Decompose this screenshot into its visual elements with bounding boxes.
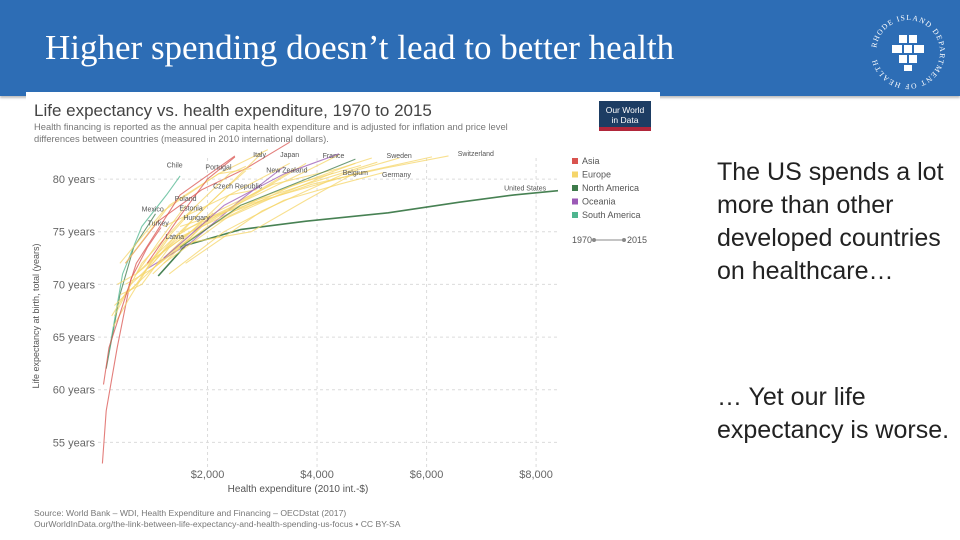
country-label: France	[323, 153, 345, 160]
series-line	[114, 205, 198, 306]
chart-subtitle-line-2: differences between countries (measured …	[34, 133, 329, 144]
chart-panel: Life expectancy vs. health expenditure, …	[26, 92, 660, 534]
chart-title: Life expectancy vs. health expenditure, …	[34, 101, 432, 120]
legend-swatch	[572, 212, 578, 218]
series-line	[135, 170, 247, 275]
series-line	[185, 157, 400, 264]
owid-badge-text: Our World	[606, 105, 645, 115]
country-label: Germany	[382, 172, 411, 179]
x-tick-label: $8,000	[519, 469, 553, 481]
country-label: Belgium	[343, 170, 368, 177]
legend-label: South America	[582, 210, 641, 220]
y-tick-label: 80 years	[53, 174, 96, 186]
series-line	[168, 172, 383, 275]
series-line	[124, 167, 252, 264]
country-label: Hungary	[183, 215, 210, 222]
timeline-end-handle	[622, 238, 626, 242]
series-line	[146, 168, 296, 264]
source-url-text: OurWorldInData.org/the-link-between-life…	[34, 519, 401, 529]
series-line	[179, 158, 356, 248]
y-tick-label: 75 years	[53, 227, 96, 239]
chart-subtitle: Health financing is reported as the annu…	[34, 121, 508, 132]
country-label: Switzerland	[458, 151, 494, 158]
country-label: Sweden	[387, 153, 412, 160]
series-line	[152, 162, 307, 275]
owid-badge-stripe	[599, 127, 651, 131]
country-label: Poland	[175, 196, 197, 203]
legend-label: North America	[582, 183, 639, 193]
timeline-start-handle	[592, 238, 596, 242]
time-start-label: 1970	[572, 235, 592, 245]
series-line	[102, 155, 236, 385]
series-line	[157, 189, 559, 277]
country-label: Estonia	[179, 206, 202, 213]
x-tick-label: $2,000	[191, 469, 225, 481]
country-label: Mexico	[142, 207, 164, 214]
y-tick-label: 70 years	[53, 279, 96, 291]
country-label: New Zealand	[266, 168, 307, 175]
life-expectancy-chart: Life expectancy vs. health expenditure, …	[31, 101, 651, 529]
slide-header: Higher spending doesn’t lead to better h…	[0, 0, 960, 96]
country-label: Latvia	[165, 234, 184, 241]
legend-swatch	[572, 158, 578, 164]
x-axis-label: Health expenditure (2010 int.-$)	[228, 484, 369, 495]
y-tick-label: 55 years	[53, 437, 96, 449]
bullet-us-spending: The US spends a lot more than other deve…	[717, 158, 944, 285]
series-line	[101, 227, 162, 464]
country-label: United States	[504, 186, 547, 193]
series-line	[179, 161, 378, 233]
country-label: Turkey	[148, 220, 170, 227]
country-label: Portugal	[205, 165, 232, 172]
series-line	[163, 162, 290, 227]
owid-badge-text-2: in Data	[612, 115, 639, 125]
y-axis-label: Life expectancy at birth, total (years)	[31, 243, 41, 388]
legend-swatch	[572, 185, 578, 191]
country-label: Chile	[167, 162, 183, 169]
series-line	[116, 205, 187, 285]
source-text: Source: World Bank – WDI, Health Expendi…	[34, 508, 346, 518]
x-tick-label: $6,000	[410, 469, 444, 481]
x-tick-label: $4,000	[300, 469, 334, 481]
time-end-label: 2015	[627, 235, 647, 245]
series-line	[119, 149, 269, 264]
legend-label: Asia	[582, 156, 600, 166]
bullet-life-expectancy: … Yet our life expectancy is worse.	[717, 383, 950, 444]
owid-badge	[599, 101, 651, 131]
series-line	[191, 172, 356, 243]
slide-title: Higher spending doesn’t lead to better h…	[45, 28, 675, 67]
legend-swatch	[572, 171, 578, 178]
country-label: Japan	[280, 152, 299, 159]
country-label: Czech Republic	[213, 184, 263, 191]
legend-swatch	[572, 198, 578, 205]
y-tick-label: 65 years	[53, 332, 96, 344]
ri-health-seal-icon: RHODE ISLAND DEPARTMENT OF HEALTH	[869, 13, 946, 90]
legend-label: Oceania	[582, 197, 616, 207]
y-tick-label: 60 years	[53, 385, 96, 397]
series-line	[146, 156, 236, 264]
series-line	[163, 153, 340, 259]
legend-label: Europe	[582, 170, 611, 180]
series-line	[105, 213, 156, 369]
country-label: Italy	[253, 152, 266, 159]
series-line	[135, 162, 356, 275]
